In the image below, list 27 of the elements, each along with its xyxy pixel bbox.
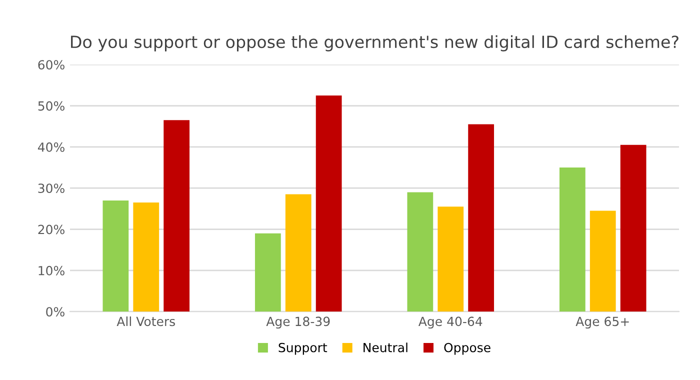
bar — [407, 192, 434, 312]
bar — [102, 200, 129, 312]
bar — [559, 168, 586, 312]
x-tick-label: Age 40-64 — [418, 316, 482, 329]
bar — [133, 202, 160, 312]
bar — [620, 144, 646, 312]
bar — [468, 124, 494, 312]
x-tick-label: Age 18-39 — [266, 316, 330, 329]
y-tick-label: 10% — [38, 266, 64, 276]
y-tick-label: 0% — [46, 307, 64, 317]
y-tick-label: 50% — [38, 101, 64, 111]
y-tick-label: 20% — [38, 224, 64, 234]
y-tick-label: 30% — [38, 184, 64, 194]
bar — [164, 120, 190, 312]
y-tick-label: 40% — [38, 142, 64, 152]
bar — [316, 95, 342, 312]
x-tick-label: Age 65+ — [576, 316, 629, 329]
chart-title: Do you support or oppose the government's new digital ID card scheme? — [71, 35, 678, 52]
bar — [438, 206, 464, 312]
y-tick-label: 60% — [38, 60, 64, 70]
bar — [285, 194, 312, 312]
bar — [254, 233, 281, 312]
x-tick-label: All Voters — [116, 316, 175, 326]
legend-label: Support — [278, 342, 328, 355]
legend-label: Neutral — [364, 342, 408, 352]
legend-label: Oppose — [444, 342, 490, 355]
bar — [590, 210, 616, 312]
